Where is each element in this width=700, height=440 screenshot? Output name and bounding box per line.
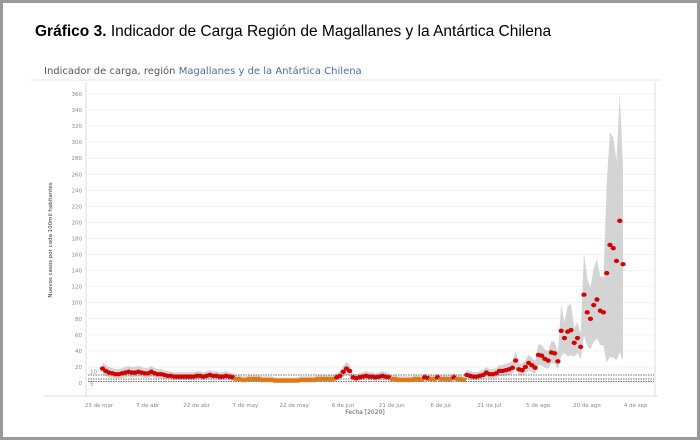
data-point bbox=[509, 365, 515, 370]
data-point bbox=[513, 358, 519, 363]
y-tick-label: 220 bbox=[72, 204, 83, 210]
x-tick-label: 21 de jun bbox=[379, 403, 405, 409]
x-tick-label: 6 de jul bbox=[430, 403, 451, 409]
data-point bbox=[347, 368, 353, 374]
data-point bbox=[561, 335, 568, 341]
confidence-band bbox=[102, 94, 623, 383]
data-point bbox=[337, 373, 343, 378]
threshold-label: 5 bbox=[90, 381, 94, 387]
data-point bbox=[532, 365, 538, 370]
y-tick-label: 0 bbox=[79, 381, 83, 387]
data-point bbox=[604, 270, 610, 276]
data-point bbox=[574, 335, 581, 341]
x-tick-label: 20 de ago bbox=[573, 403, 601, 409]
data-point bbox=[555, 359, 561, 364]
y-tick-label: 20 bbox=[75, 365, 82, 371]
data-point bbox=[591, 302, 597, 308]
y-tick-label: 60 bbox=[75, 333, 82, 339]
y-tick-label: 260 bbox=[72, 172, 83, 178]
x-axis-label: Fecha [2020] bbox=[345, 409, 384, 416]
data-point bbox=[581, 292, 587, 297]
threshold-label: 10 bbox=[90, 369, 97, 375]
y-tick-label: 360 bbox=[72, 92, 83, 98]
y-tick-label: 320 bbox=[72, 124, 83, 130]
x-tick-label: 7 de may bbox=[232, 403, 259, 409]
data-point bbox=[340, 369, 346, 374]
data-point bbox=[568, 327, 574, 333]
y-tick-label: 120 bbox=[72, 285, 83, 291]
y-tick-label: 100 bbox=[72, 301, 83, 307]
y-tick-label: 80 bbox=[75, 317, 82, 323]
x-tick-label: 22 de abr bbox=[183, 403, 210, 409]
y-tick-label: 180 bbox=[72, 237, 83, 243]
data-point bbox=[522, 364, 529, 370]
chart-title-prefix: Indicador de carga, región bbox=[44, 66, 179, 77]
data-point bbox=[610, 245, 616, 251]
figure-label: Gráfico 3. bbox=[35, 23, 107, 40]
y-tick-label: 280 bbox=[72, 156, 83, 162]
x-tick-label: 7 de abr bbox=[136, 403, 160, 409]
x-tick-label: 6 de jun bbox=[332, 403, 355, 409]
data-point bbox=[545, 358, 551, 363]
y-tick-label: 300 bbox=[72, 140, 83, 146]
data-point bbox=[617, 218, 623, 224]
data-point bbox=[594, 297, 600, 302]
data-point bbox=[600, 310, 607, 315]
chart-title-region: Magallanes y de la Antártica Chilena bbox=[178, 66, 362, 77]
x-tick-label: 21 de jul bbox=[477, 403, 501, 409]
figure-title-text: Indicador de Carga Región de Magallanes … bbox=[110, 23, 552, 40]
data-point bbox=[552, 351, 558, 356]
x-tick-label: 22 de may bbox=[280, 403, 310, 409]
y-axis-label: Nuevos casos por cada 100mil habitantes bbox=[48, 182, 54, 297]
y-tick-label: 160 bbox=[72, 253, 83, 259]
y-tick-label: 340 bbox=[72, 108, 83, 114]
x-tick-label: 4 de sep bbox=[624, 403, 648, 409]
data-point bbox=[539, 353, 545, 358]
data-point bbox=[620, 261, 626, 267]
data-point bbox=[587, 316, 594, 321]
y-tick-label: 240 bbox=[72, 188, 83, 194]
y-tick-label: 200 bbox=[72, 220, 83, 226]
data-point bbox=[607, 242, 613, 248]
x-tick-label: 23 de mar bbox=[85, 403, 114, 409]
figure-title: Gráfico 3. Indicador de Carga Región de … bbox=[35, 23, 551, 41]
data-point bbox=[558, 328, 564, 334]
data-point bbox=[571, 340, 577, 346]
y-tick-label: 140 bbox=[72, 269, 83, 275]
data-point bbox=[613, 258, 620, 264]
data-point bbox=[578, 344, 584, 350]
x-tick-label: 5 de ago bbox=[526, 403, 551, 409]
data-point bbox=[584, 310, 590, 315]
chart-title: Indicador de carga, región Magallanes y … bbox=[44, 66, 362, 77]
data-point bbox=[461, 377, 467, 382]
data-point bbox=[519, 367, 525, 373]
y-tick-label: 40 bbox=[75, 349, 82, 355]
